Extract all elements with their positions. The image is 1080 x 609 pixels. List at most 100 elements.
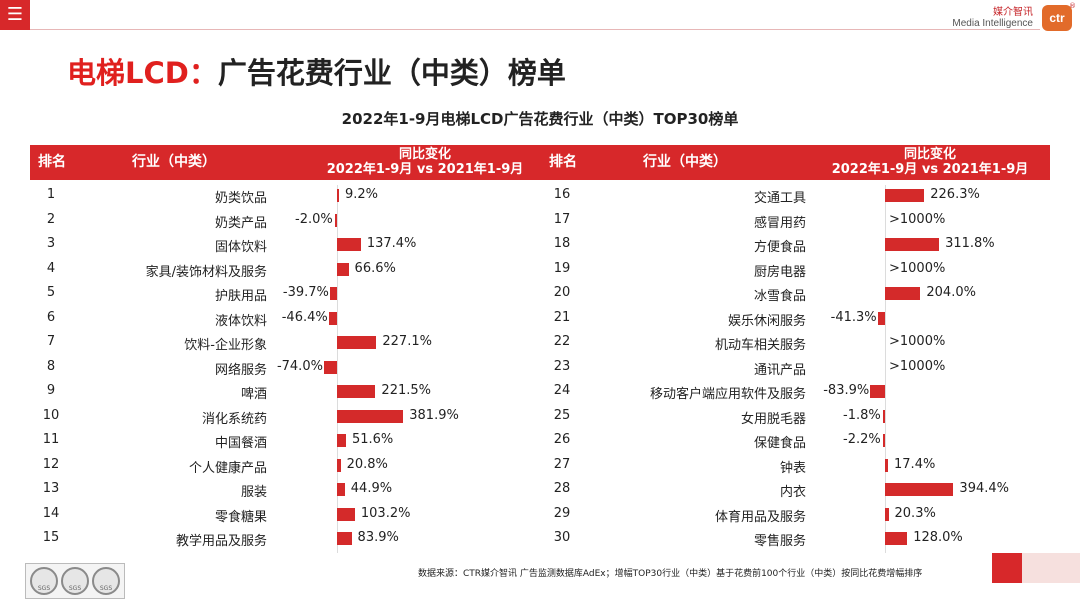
- rank-cell: 30: [553, 530, 571, 545]
- change-value-label: 128.0%: [913, 530, 963, 545]
- industry-name: 通讯产品: [753, 362, 806, 378]
- industry-name: 冰雪食品: [753, 289, 806, 304]
- change-value-label: 381.9%: [409, 407, 459, 423]
- zero-axis-line: [337, 185, 338, 553]
- rank-cell: 1: [46, 187, 56, 202]
- rank-cell: 12: [42, 456, 60, 472]
- table-row: 2 奶类产品 -2.0%: [0, 208, 1080, 232]
- change-bar: [337, 385, 376, 398]
- change-value-label: -39.7%: [282, 285, 329, 300]
- change-value-label: 51.6%: [351, 432, 394, 447]
- top-bar: [0, 0, 1080, 30]
- change-bar: [328, 311, 337, 325]
- change-bar: [337, 189, 339, 202]
- change-bar: [337, 483, 345, 496]
- change-value-label: 221.5%: [381, 383, 431, 398]
- industry-name: 奶类饮品: [214, 191, 267, 206]
- change-value-label: 226.3%: [930, 187, 980, 202]
- change-bar: [330, 287, 337, 300]
- header-change-line1: 同比变化: [903, 147, 956, 162]
- hamburger-menu-icon[interactable]: ☰: [0, 0, 30, 30]
- change-bar: [885, 189, 925, 202]
- rank-cell: 10: [42, 407, 60, 423]
- change-value-label: 137.4%: [366, 236, 417, 251]
- header-rank: 排名: [38, 154, 66, 170]
- page-title: 电梯LCD：广告花费行业（中类）榜单: [67, 50, 566, 92]
- zero-axis-line: [885, 185, 886, 553]
- change-value-label: 83.9%: [357, 530, 399, 545]
- certification-seals: SGS SGS SGS: [25, 563, 125, 599]
- change-value-label: -83.9%: [823, 383, 870, 398]
- rank-cell: 21: [553, 309, 571, 325]
- change-value-label: -41.3%: [830, 309, 877, 325]
- industry-name: 啤酒: [240, 387, 267, 402]
- rank-cell: 29: [553, 505, 571, 521]
- change-value-label: 20.8%: [346, 456, 388, 472]
- table-row: 13 服装 44.9%: [0, 477, 1080, 501]
- data-source-note: 数据来源：CTR媒介智讯 广告监测数据库AdEx；增幅TOP30行业（中类）基于…: [418, 569, 923, 579]
- industry-name: 内衣: [779, 485, 806, 500]
- rank-cell: 4: [46, 260, 56, 276]
- table-row: 12 个人健康产品 20.8%: [0, 453, 1080, 477]
- change-bar: [870, 385, 885, 398]
- change-bar: [337, 434, 346, 447]
- rank-cell: 27: [553, 456, 571, 472]
- industry-name: 保健食品: [753, 436, 806, 451]
- header-industry: 行业（中类）: [643, 154, 727, 170]
- change-bar: [885, 458, 889, 472]
- table-row: 29 体育用品及服务 20.3%: [0, 502, 1080, 526]
- table-row: 14 零食糖果 103.2%: [0, 502, 1080, 526]
- table-row: 7 饮料-企业形象 227.1%: [0, 330, 1080, 354]
- table-header-right: 排名 行业（中类） 同比变化 2022年1-9月 vs 2021年1-9月: [545, 145, 1050, 180]
- change-bar: [885, 287, 921, 300]
- rank-cell: 8: [46, 358, 56, 374]
- change-bar: [885, 507, 889, 521]
- change-value-label: -74.0%: [276, 358, 323, 374]
- rank-cell: 28: [553, 481, 571, 496]
- table-row: 6 液体饮料 -46.4%: [0, 306, 1080, 330]
- table-row: 28 内衣 394.4%: [0, 477, 1080, 501]
- industry-name: 固体饮料: [214, 240, 267, 255]
- rank-cell: 3: [46, 236, 56, 251]
- industry-name: 女用脱毛器: [740, 411, 806, 427]
- change-bar: [883, 434, 885, 447]
- rank-cell: 15: [42, 530, 60, 545]
- rank-cell: 25: [553, 407, 571, 423]
- change-bar: [337, 262, 349, 276]
- rank-cell: 6: [46, 309, 56, 325]
- change-value-label: -2.2%: [843, 432, 881, 447]
- change-bar: [337, 336, 377, 349]
- change-value-label: 103.2%: [360, 505, 411, 521]
- rank-cell: 18: [553, 236, 571, 251]
- change-value-label: -1.8%: [843, 407, 881, 423]
- industry-name: 服装: [240, 485, 267, 500]
- page-title-red: 电梯LCD：: [67, 56, 218, 90]
- industry-name: 钟表: [779, 460, 806, 476]
- table-row: 27 钟表 17.4%: [0, 453, 1080, 477]
- table-row: 17 感冒用药 >1000%: [0, 208, 1080, 232]
- table-row: 16 交通工具 226.3%: [0, 183, 1080, 207]
- table-row: 18 方便食品 311.8%: [0, 232, 1080, 256]
- industry-name: 感冒用药: [753, 215, 806, 231]
- header-change-line1: 同比变化: [398, 147, 451, 162]
- page-title-black: 广告花费行业（中类）榜单: [217, 56, 566, 90]
- industry-name: 护肤用品: [214, 289, 267, 304]
- table-row: 22 机动车相关服务 >1000%: [0, 330, 1080, 354]
- industry-name: 家具/装饰材料及服务: [145, 264, 267, 280]
- table-row: 1 奶类饮品 9.2%: [0, 183, 1080, 207]
- industry-name: 中国餐酒: [214, 436, 267, 451]
- header-change: 同比变化 2022年1-9月 vs 2021年1-9月: [815, 147, 1045, 177]
- change-value-label: -2.0%: [295, 211, 333, 227]
- rank-cell: 20: [553, 285, 571, 300]
- change-value-label: 17.4%: [894, 456, 936, 472]
- change-value-label: >1000%: [889, 358, 946, 374]
- sgs-seal-icon: SGS: [30, 567, 58, 595]
- rank-cell: 22: [553, 334, 571, 349]
- table-row: 23 通讯产品 >1000%: [0, 355, 1080, 379]
- industry-name: 个人健康产品: [188, 460, 267, 476]
- table-row: 25 女用脱毛器 -1.8%: [0, 404, 1080, 428]
- header-change-line2: 2022年1-9月 vs 2021年1-9月: [326, 162, 524, 177]
- change-value-label: 44.9%: [350, 481, 393, 496]
- industry-name: 移动客户端应用软件及服务: [649, 387, 806, 402]
- change-value-label: -46.4%: [281, 309, 328, 325]
